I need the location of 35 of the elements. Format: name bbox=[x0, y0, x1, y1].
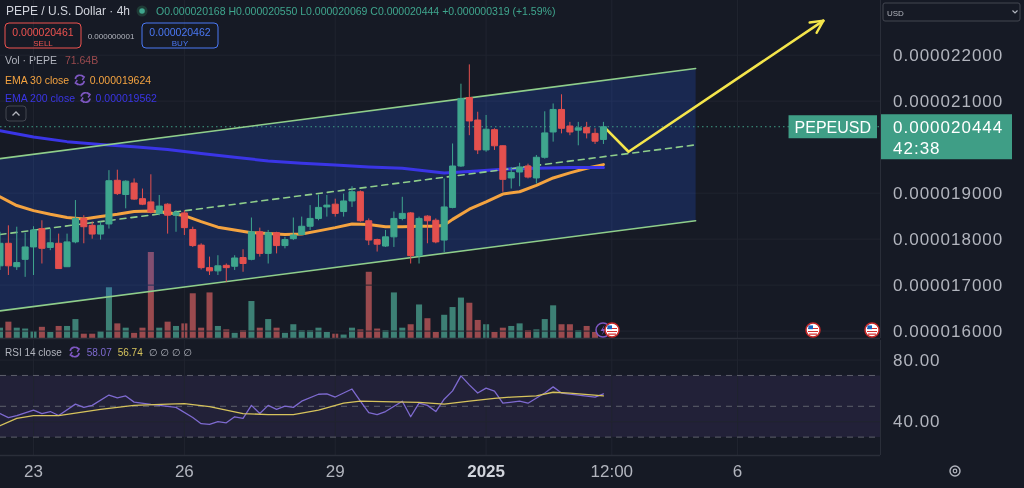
y-tick-label: 0.000019000 bbox=[893, 183, 1004, 203]
chart-title: Vol · PEPE bbox=[5, 54, 57, 66]
y-tick-label: 0.000016000 bbox=[893, 321, 1004, 341]
annotation: BUY bbox=[171, 38, 189, 47]
annotation: 58.07 bbox=[86, 346, 113, 358]
annotation: 56.74 bbox=[117, 346, 144, 358]
x-tick-label: 12:00 bbox=[590, 461, 634, 481]
x-tick-label: 26 bbox=[174, 461, 194, 481]
y-tick-label: 0.000017000 bbox=[893, 275, 1004, 295]
annotation: ∅ ∅ ∅ ∅ bbox=[148, 346, 192, 358]
text: O0.000020168 H0.000020550 L0.000020069 C0.000020444 +0.000000319 (+1.59%) bbox=[156, 5, 556, 17]
annotation: 0.000000001 bbox=[87, 31, 135, 41]
chart-title: PEPE / U.S. Dollar · 4h bbox=[6, 4, 131, 18]
annotation: 0.000019624 bbox=[89, 74, 152, 86]
annotation: 0.000019562 bbox=[95, 91, 158, 104]
y-tick-label: 0.000018000 bbox=[893, 229, 1004, 249]
y-tick-label: 0.000021000 bbox=[893, 91, 1004, 111]
annotation: SELL bbox=[33, 38, 54, 47]
annotation: 71.64B bbox=[64, 54, 99, 66]
text: 42:38 bbox=[893, 138, 941, 158]
text: EMA 200 close bbox=[5, 91, 76, 104]
text: USD bbox=[887, 8, 905, 17]
y-tick-label: 80.00 bbox=[893, 350, 941, 370]
annotation: 0.000020462 bbox=[149, 26, 211, 38]
text: 0.000020444 bbox=[893, 117, 1004, 137]
x-tick-label: 23 bbox=[24, 461, 43, 481]
x-tick-label: 2025 bbox=[467, 461, 506, 481]
annotation: 0.000020461 bbox=[12, 26, 74, 38]
ref-line-label: PEPEUSD bbox=[794, 118, 871, 136]
x-tick-label: 6 bbox=[732, 461, 743, 481]
y-tick-label: 0.000022000 bbox=[893, 45, 1004, 65]
text: RSI 14 close bbox=[5, 346, 63, 358]
x-tick-label: 29 bbox=[325, 461, 345, 481]
y-tick-label: 40.00 bbox=[893, 412, 941, 432]
text: EMA 30 close bbox=[5, 74, 70, 86]
